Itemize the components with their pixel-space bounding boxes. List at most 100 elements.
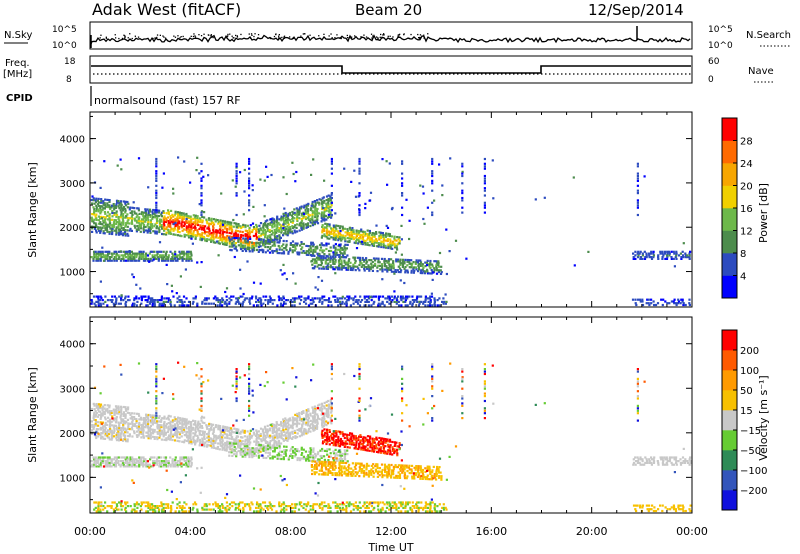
echo-cell	[131, 435, 134, 438]
echo-cell	[387, 246, 390, 250]
echo-cell	[224, 429, 227, 432]
echo-cell	[366, 241, 369, 245]
echo-cell	[262, 302, 265, 305]
echo-cell	[289, 249, 292, 252]
echo-cell	[112, 419, 115, 422]
echo-cell	[273, 443, 276, 446]
echo-cell	[154, 214, 157, 217]
echo-cell	[255, 433, 258, 436]
echo-cell	[309, 452, 312, 455]
echo-cell	[249, 436, 252, 439]
echo-cell	[311, 302, 314, 305]
echo-cell	[661, 252, 664, 255]
echo-cell	[169, 434, 172, 438]
echo-cell	[276, 444, 279, 447]
echo-cell	[385, 224, 388, 227]
echo-cell	[103, 437, 107, 440]
echo-cell	[216, 304, 219, 307]
echo-cell	[401, 264, 404, 267]
echo-cell	[205, 424, 208, 427]
echo-cell	[230, 249, 233, 252]
echo-cell	[115, 226, 118, 229]
echo-cell	[380, 257, 384, 260]
echo-cell	[160, 215, 163, 218]
echo-cell	[380, 231, 383, 234]
echo-cell	[264, 222, 267, 225]
echo-cell	[178, 254, 181, 257]
echo-cell	[383, 263, 386, 266]
echo-cell	[207, 433, 210, 436]
echo-cell	[286, 234, 289, 237]
echo-cell	[169, 427, 172, 430]
echo-cell	[644, 256, 647, 259]
echo-cell	[142, 218, 145, 221]
echo-cell	[328, 223, 331, 226]
echo-cell	[680, 298, 683, 301]
echo-cell	[294, 453, 297, 456]
echo-cell	[230, 225, 233, 228]
echo-cell	[363, 230, 366, 234]
echo-cell	[438, 269, 441, 272]
echo-cell	[383, 259, 386, 262]
echo-cell	[105, 256, 109, 259]
nsky-trace	[90, 26, 691, 48]
echo-cell	[201, 224, 204, 227]
echo-cell	[333, 231, 336, 234]
echo-cell	[301, 246, 304, 249]
echo-cell	[271, 244, 274, 247]
echo-cell	[179, 427, 182, 430]
echo-cell	[115, 299, 118, 302]
echo-cell	[196, 218, 200, 221]
echo-cell	[113, 259, 116, 262]
echo-cell	[115, 259, 118, 262]
echo-cell	[325, 247, 328, 251]
echo-cell	[341, 459, 345, 463]
echo-cell	[271, 439, 274, 442]
echo-cell	[242, 241, 245, 244]
echo-cell	[143, 425, 146, 429]
echo-cell	[121, 460, 125, 463]
echo-cell	[248, 246, 251, 249]
echo-cell	[330, 422, 333, 425]
echo-cell	[325, 206, 328, 209]
echo-cell	[323, 208, 326, 211]
echo-cell	[123, 456, 127, 459]
echo-cell	[219, 441, 222, 444]
echo-cell	[153, 463, 156, 466]
echo-cell	[90, 431, 93, 434]
echo-cell	[178, 440, 181, 443]
echo-cell	[92, 427, 95, 430]
echo-cell	[365, 295, 368, 298]
echo-cell	[149, 215, 152, 218]
echo-cell	[298, 429, 301, 432]
echo-cell	[266, 237, 269, 240]
echo-cell	[284, 213, 288, 216]
echo-cell	[128, 208, 131, 211]
echo-cell	[101, 409, 104, 412]
echo-cell	[190, 252, 193, 255]
echo-cell	[346, 243, 349, 246]
echo-cell	[176, 216, 179, 219]
echo-cell	[305, 203, 308, 206]
echo-cell	[147, 211, 150, 215]
echo-cell	[219, 442, 222, 445]
echo-cell	[275, 430, 278, 433]
echo-cell	[221, 448, 224, 451]
echo-cell	[300, 219, 304, 222]
echo-cell	[235, 172, 238, 175]
echo-cell	[93, 302, 96, 305]
echo-cell	[104, 421, 107, 424]
echo-cell	[303, 457, 306, 460]
echo-cell	[278, 237, 281, 240]
echo-cell	[198, 227, 201, 231]
echo-cell	[158, 218, 161, 221]
echo-cell	[263, 240, 266, 243]
echo-cell	[147, 213, 150, 216]
echo-cell	[323, 299, 326, 302]
echo-cell	[393, 290, 396, 293]
echo-cell	[115, 460, 118, 463]
echo-cell	[296, 251, 299, 254]
echo-cell	[250, 450, 253, 453]
echo-cell	[348, 295, 351, 298]
nsearch-dot	[365, 36, 368, 38]
